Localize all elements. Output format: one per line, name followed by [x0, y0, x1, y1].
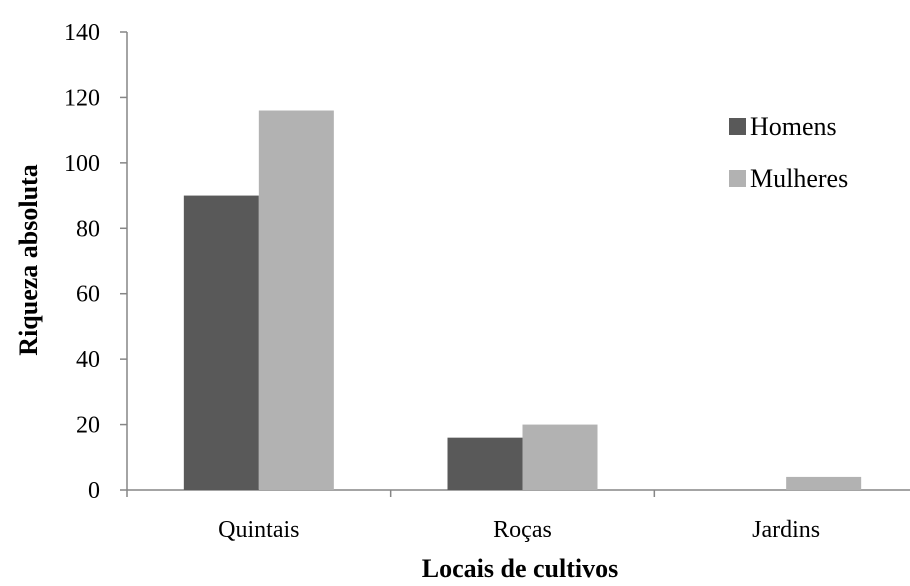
legend-swatch-homens [729, 118, 746, 135]
legend-swatch-mulheres [729, 170, 746, 187]
bar-homens [183, 195, 259, 491]
x-tick-label: Quintais [218, 517, 299, 543]
y-tick-label: 100 [64, 151, 100, 177]
bar-mulheres [786, 476, 862, 490]
x-tick-label: Roças [493, 517, 552, 543]
y-tick-label: 80 [76, 216, 100, 242]
x-tick-label: Jardins [752, 517, 820, 543]
bar-mulheres [522, 424, 598, 490]
legend-label-homens: Homens [750, 112, 837, 141]
legend: Homens Mulheres [729, 112, 848, 193]
y-tick-label: 60 [76, 282, 100, 308]
bar-homens [447, 437, 523, 490]
y-tick-label: 40 [76, 347, 100, 373]
y-axis: 0 20 40 60 80 100 120 140 [64, 20, 128, 504]
y-axis-title: Riqueza absoluta [14, 164, 43, 355]
y-tick-label: 140 [64, 20, 100, 46]
bar-mulheres [258, 110, 334, 490]
y-tick-label: 20 [76, 413, 100, 439]
y-tick-label: 120 [64, 85, 100, 111]
x-axis: Quintais Roças Jardins [126, 489, 910, 543]
x-axis-title: Locais de cultivos [422, 554, 618, 583]
legend-label-mulheres: Mulheres [750, 164, 848, 193]
y-tick-label: 0 [88, 478, 100, 504]
bars [183, 110, 862, 491]
